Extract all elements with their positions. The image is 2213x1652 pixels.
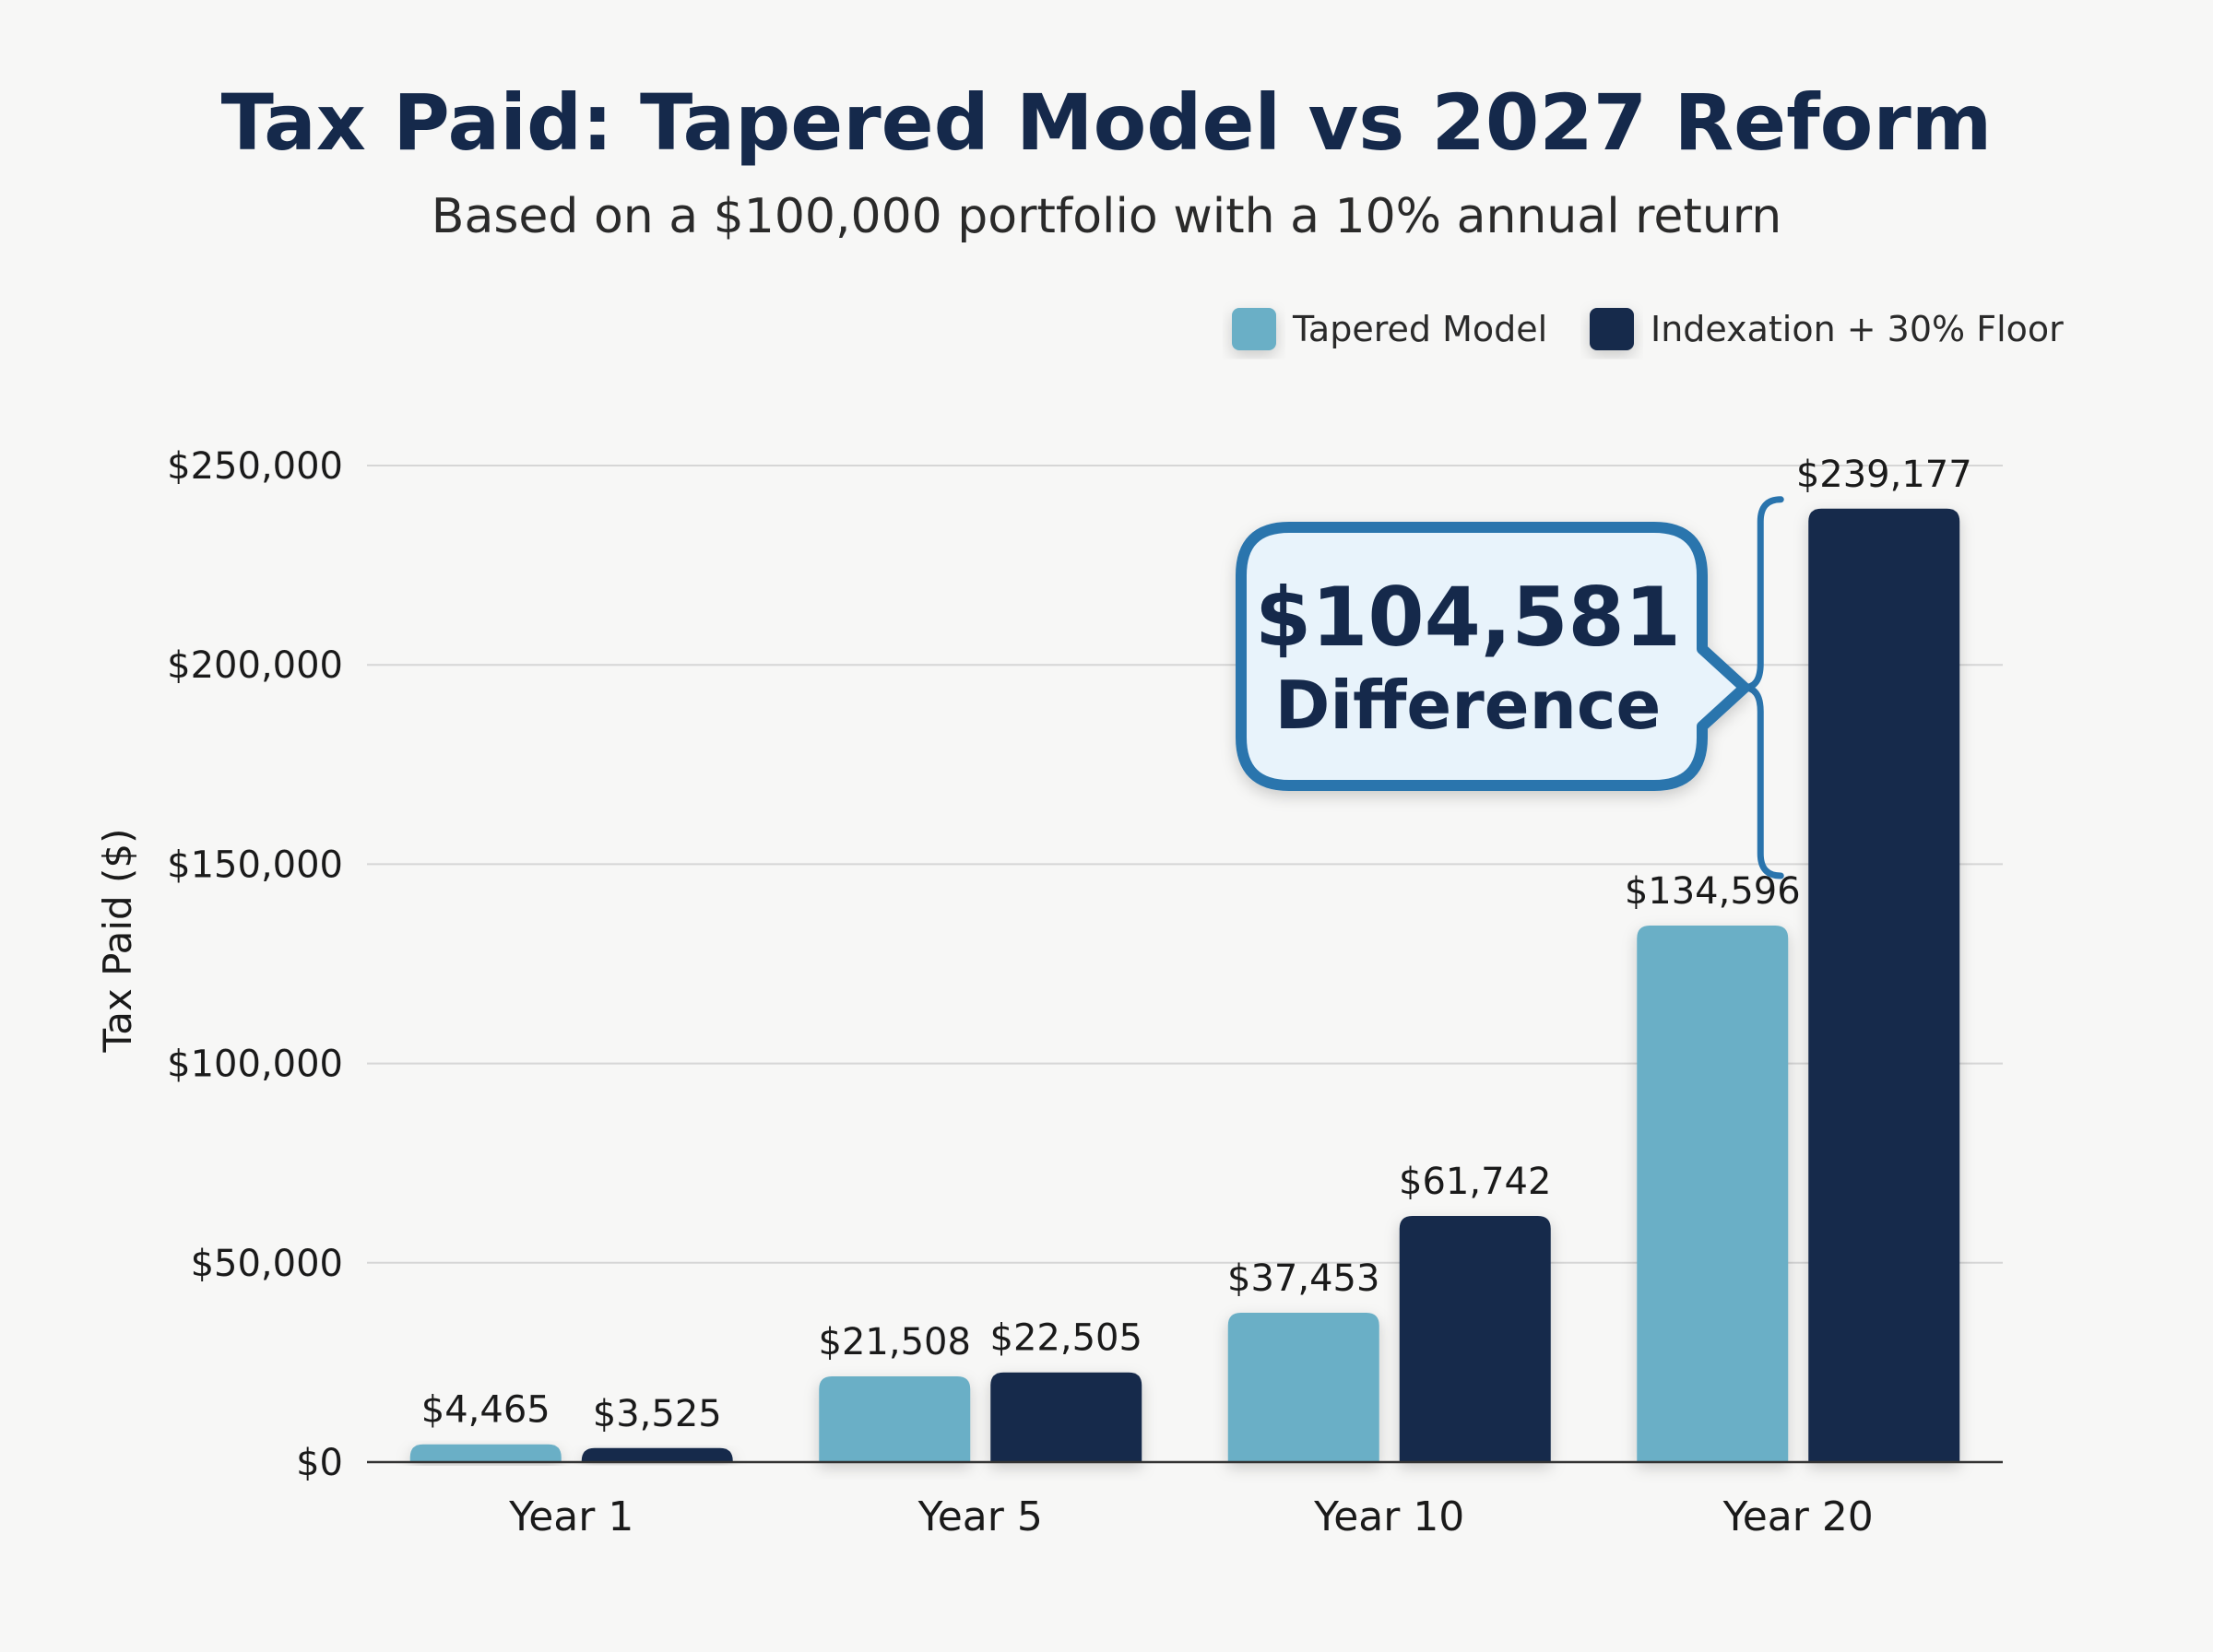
legend-label: Indexation + 30% Floor: [1651, 309, 2064, 349]
x-tick-label: Year 10: [1313, 1493, 1464, 1540]
bar-indexation-year-1: [581, 1447, 733, 1462]
y-tick-label: $150,000: [167, 844, 343, 886]
x-tick-label: Year 5: [917, 1493, 1043, 1540]
bar-tapered-year-10: [1227, 1313, 1379, 1462]
data-label: $61,742: [1399, 1161, 1551, 1203]
x-axis: Year 1 Year 5 Year 10 Year 20: [367, 1460, 2003, 1540]
bars: $4,465 $3,525 $21,508 $22,505 $37,453 $61,742…: [409, 454, 1972, 1463]
y-tick-label: $200,000: [167, 644, 343, 687]
data-label: $22,505: [990, 1317, 1142, 1360]
data-label: $3,525: [593, 1393, 722, 1435]
legend: Tapered Model Indexation + 30% Floor: [1232, 308, 2064, 350]
bar-indexation-year-5: [990, 1372, 1142, 1462]
y-axis: $0 $50,000 $100,000 $150,000 $200,000 $250,00…: [167, 445, 343, 1484]
data-label: $239,177: [1796, 454, 1972, 496]
x-tick-label: Year 1: [508, 1493, 633, 1540]
data-label: $4,465: [421, 1389, 550, 1432]
chart-title: Tax Paid: Tapered Model vs 2027 Reform: [221, 77, 1993, 168]
y-axis-label: Tax Paid ($): [95, 829, 140, 1054]
chart-subtitle: Based on a $100,000 portfolio with a 10%…: [432, 189, 1781, 244]
y-tick-label: $0: [296, 1442, 343, 1484]
legend-label: Tapered Model: [1292, 309, 1547, 349]
callout-bubble: [1236, 522, 1750, 791]
bar-indexation-year-10: [1399, 1216, 1551, 1462]
callout-word: Difference: [1275, 667, 1662, 744]
bar-tapered-year-5: [819, 1375, 971, 1462]
bar-tapered-year-20: [1637, 926, 1789, 1462]
bar-indexation-year-20: [1808, 508, 1960, 1463]
y-tick-label: $250,000: [167, 445, 343, 488]
callout-amount: $104,581: [1255, 570, 1681, 665]
data-label: $21,508: [819, 1321, 971, 1363]
legend-swatch: [1590, 308, 1634, 350]
legend-swatch: [1232, 308, 1276, 350]
bar-tapered-year-1: [409, 1444, 562, 1462]
x-tick-label: Year 20: [1722, 1493, 1874, 1540]
data-label: $37,453: [1227, 1257, 1379, 1300]
y-tick-label: $50,000: [191, 1243, 343, 1285]
y-tick-label: $100,000: [167, 1044, 343, 1086]
